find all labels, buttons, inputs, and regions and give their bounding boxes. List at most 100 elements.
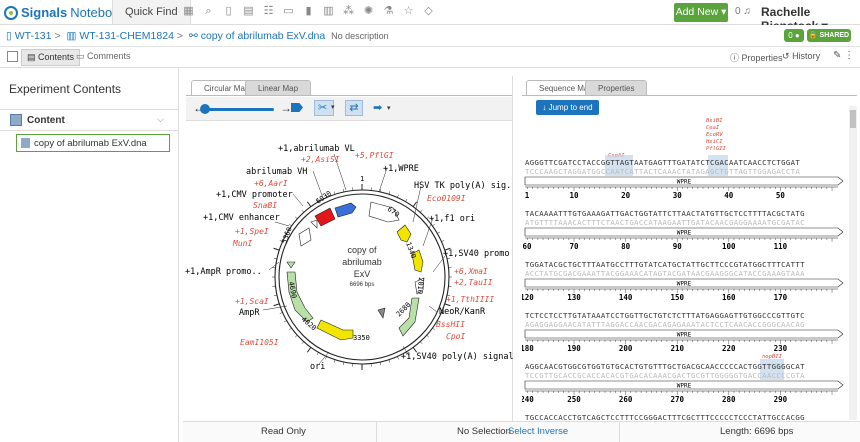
feature-wpre[interactable] <box>368 201 400 223</box>
zoom-slider-handle[interactable] <box>200 104 210 114</box>
major-tick <box>412 201 418 207</box>
feature-abrilumab-vl[interactable] <box>334 202 357 218</box>
feature-cmv-promoter[interactable] <box>310 219 318 229</box>
enzyme-label: +2,AsiSI <box>301 155 340 164</box>
scrollbar-thumb[interactable] <box>850 110 856 128</box>
table-icon[interactable]: ▤ <box>243 5 254 17</box>
feature-bar-label: WPRE <box>677 332 692 339</box>
ruler-label: 200 <box>619 344 633 353</box>
chevron-down-icon[interactable]: ⌵ <box>157 114 164 124</box>
enzyme-label: HsiCI <box>705 139 723 145</box>
feature-bar-wpre[interactable] <box>524 227 844 237</box>
sidebar-toggle-icon[interactable] <box>7 51 18 62</box>
tab-comments[interactable]: ▭ Comments <box>76 51 131 61</box>
sequence-view[interactable]: BsiBI CeaI EcoRV HsiCI PflGII CspAI AGGG… <box>522 118 848 420</box>
reverse-strand: ACCTATGCGACGAAATTACGGAAACATAGTACGATAACGA… <box>525 269 805 278</box>
atom-icon[interactable]: ✺ <box>363 5 374 17</box>
major-tick <box>444 303 451 307</box>
feature-bar-wpre[interactable] <box>524 278 844 288</box>
chat-icon[interactable]: ▭ <box>283 5 294 17</box>
sequence-block[interactable]: AGGGTTCGATCCTACCGGTTAGTAATGAGTTTGATATCTC… <box>524 155 844 200</box>
content-section-header[interactable] <box>0 109 178 131</box>
sequence-block[interactable]: TCTCCTCCTTGTATAAATCCTGGTTGCTGTCTCTTTATGA… <box>522 311 844 353</box>
text-icon[interactable]: ▥ <box>323 5 334 17</box>
forward-strand: TCTCCTCCTTGTATAAATCCTGGTTGCTGTCTCTTTATGA… <box>525 311 805 320</box>
list-icon[interactable]: ☷ <box>263 5 274 17</box>
feature-cmv-enhancer[interactable] <box>298 227 312 247</box>
enzyme-label: BsiBI <box>706 118 723 124</box>
add-new-button[interactable]: Add New ▾ <box>674 3 728 22</box>
sequence-block[interactable]: TGCCACCACCTGTCAGCTCCTTTCCGGGACTTTCGCTTTC… <box>525 413 843 420</box>
enzyme-label: +1,TthIIII <box>446 295 494 304</box>
quick-find-button[interactable]: Quick Find <box>112 0 191 24</box>
sequence-block[interactable]: nopBII AGGCAACGTGGCGTGGTGTGCACTGTGTTTGCTG… <box>522 354 844 404</box>
no-description-label[interactable]: No description <box>331 31 389 41</box>
tick-label: 4020 <box>300 315 318 332</box>
breadcrumb-item-file[interactable]: copy of abrilumab ExV.dna <box>200 30 326 42</box>
logo-icon <box>4 5 18 20</box>
edit-icon[interactable]: ✎ ⋮ <box>833 50 855 61</box>
sequence-scrollbar[interactable] <box>849 106 857 420</box>
enzyme-site-highlight <box>708 155 728 176</box>
tab-contents[interactable]: ▤ Contents <box>21 49 81 66</box>
swap-strand-button[interactable]: ⇄ <box>345 100 363 116</box>
enzyme-label: CpoI <box>446 332 465 341</box>
tab-linear-map[interactable]: Linear Map <box>245 80 312 96</box>
history-button[interactable]: ↺ History <box>782 51 821 61</box>
ruler-label: 260 <box>619 395 633 404</box>
feature-ampr[interactable] <box>286 271 314 323</box>
grid-icon[interactable]: ▦ <box>183 5 194 17</box>
ruler-ticks <box>272 184 452 370</box>
tab-properties[interactable]: Properties <box>585 80 648 96</box>
breadcrumb-item-experiment[interactable]: WT-131-CHEM1824 <box>79 30 174 42</box>
feature-ampr-promoter[interactable] <box>286 261 296 269</box>
feature-bar-label: WPRE <box>677 230 692 237</box>
shared-badge[interactable]: 🔒 SHARED <box>807 29 851 42</box>
minor-tick <box>343 188 345 192</box>
select-inverse-link[interactable]: Select Inverse <box>508 426 569 437</box>
minor-tick <box>420 341 423 345</box>
chevron-down-icon[interactable]: ▾ <box>331 104 335 111</box>
feature-label: +1,SV40 poly(A) signal <box>401 352 513 362</box>
feature-abrilumab-vh[interactable] <box>314 207 336 227</box>
rotate-right-icon[interactable]: → <box>280 101 292 115</box>
feature-bar-wpre[interactable] <box>524 380 844 390</box>
clipboard-icon[interactable]: ▮ <box>305 5 312 17</box>
notification-count[interactable]: 0 ♫ <box>735 6 751 17</box>
minor-tick <box>388 191 391 195</box>
minor-tick <box>397 356 399 360</box>
document-icon[interactable]: ▯ <box>225 5 232 17</box>
molecule-icon[interactable]: ⁂ <box>343 5 354 17</box>
breadcrumb-item-notebook[interactable]: WT-131 <box>14 30 52 42</box>
cube-icon[interactable]: ◇ <box>424 5 433 17</box>
signals-notebook-logo[interactable]: Signals Notebook <box>4 5 126 20</box>
comment-count-badge[interactable]: 0 ● <box>784 29 804 42</box>
content-file-item[interactable] <box>16 134 170 152</box>
star-icon[interactable]: ☆ <box>403 5 414 17</box>
sequence-block[interactable]: TACAAAATTTGTGAAAGATTGACTGGTATTCTTAACTATG… <box>522 209 844 251</box>
circular-plasmid-map[interactable]: copy of abrilumab ExV 6696 bps 1 670 134… <box>183 122 513 420</box>
feature-sv40-polya[interactable] <box>377 307 386 319</box>
chevron-down-icon[interactable]: ▾ <box>387 105 391 112</box>
plasmid-inner-ring <box>278 193 446 361</box>
jump-to-end-button[interactable]: ↓ Jump to end <box>536 100 599 115</box>
feature-ori[interactable] <box>316 319 354 341</box>
feature-hsv-tk-polya[interactable] <box>396 224 412 243</box>
zoom-slider[interactable] <box>204 108 274 111</box>
enzyme-cut-button[interactable] <box>314 100 334 116</box>
search-icon[interactable]: ⌕ <box>205 5 212 17</box>
properties-button[interactable]: ⓘ Properties <box>730 53 783 63</box>
feature-neor-kanr[interactable] <box>398 297 420 337</box>
plasmid-name-line1: copy of <box>347 245 377 255</box>
label-tag-icon[interactable] <box>291 103 303 112</box>
feature-f1-ori[interactable] <box>411 249 424 273</box>
feature-bar-wpre[interactable] <box>524 176 844 186</box>
sequence-block[interactable]: TGGATACGCTGCTTTAATGCCTTTGTATCATGCTATTGCT… <box>522 260 844 302</box>
feature-bar-wpre[interactable] <box>524 329 844 339</box>
flask-icon[interactable]: ⚗ <box>383 5 394 17</box>
feature-arrow-icon[interactable]: ➡ <box>373 102 383 114</box>
ruler-label: 280 <box>722 395 736 404</box>
minor-tick <box>289 223 292 227</box>
feature-sv40-promoter[interactable] <box>414 277 425 295</box>
enzyme-label: +2,TauII <box>454 278 493 287</box>
